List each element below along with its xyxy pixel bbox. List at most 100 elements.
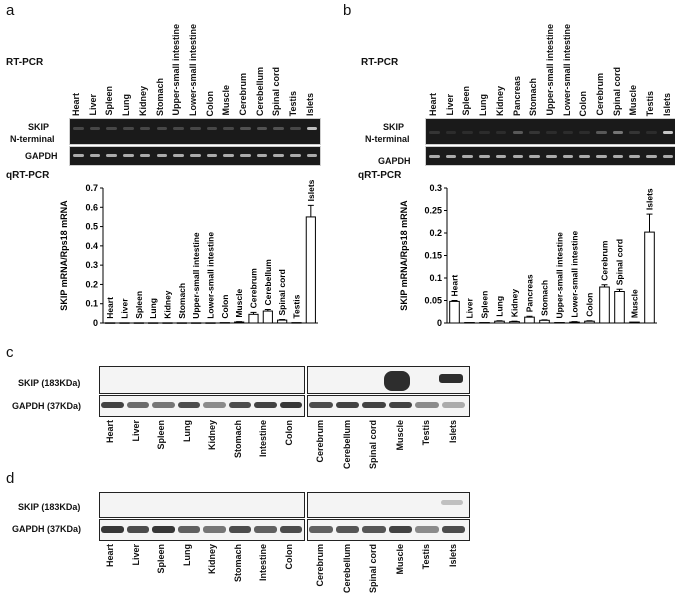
y-axis-label: SKIP mRNA/Rps18 mRNA bbox=[399, 200, 409, 311]
y-axis-label: SKIP mRNA/Rps18 mRNA bbox=[59, 200, 69, 311]
panel-c-blot-band bbox=[279, 402, 302, 408]
bar bbox=[584, 320, 595, 324]
panel-b-skip-gel-band bbox=[545, 131, 557, 134]
category-label: Testis bbox=[292, 294, 302, 318]
bar bbox=[291, 322, 302, 324]
panel-b-gapdh-gel-band bbox=[429, 155, 440, 158]
panel-c-lane-label: Lung bbox=[181, 420, 192, 442]
panel-a-lane-label: Heart bbox=[71, 92, 81, 116]
y-tick-label: 0 bbox=[437, 318, 442, 328]
y-tick-label: 0.7 bbox=[85, 183, 98, 193]
category-label: Kidney bbox=[163, 290, 173, 319]
bar bbox=[509, 321, 520, 324]
panel-a-gapdh-gel-band bbox=[156, 154, 168, 157]
bar bbox=[569, 321, 580, 324]
panel-b-gel-skip bbox=[425, 118, 675, 145]
panel-b-lane-label: Stomach bbox=[528, 77, 539, 116]
panel-a-skip-gel-band bbox=[290, 127, 301, 130]
panel-a-lane-label: Upper-small intestine bbox=[171, 24, 182, 116]
panel-a-gapdh-gel-band bbox=[256, 154, 268, 157]
bar bbox=[539, 319, 550, 324]
bar bbox=[262, 310, 273, 324]
panel-a-qrt-pcr-title: qRT-PCR bbox=[6, 170, 50, 181]
panel-b-lane-label: Upper-small intestine bbox=[544, 24, 555, 116]
panel-a-lane-label: Cerebellum bbox=[254, 66, 265, 116]
bar bbox=[644, 231, 655, 324]
panel-d-lane-label: Muscle bbox=[394, 544, 405, 575]
panel-a-skip-gel-band bbox=[273, 127, 285, 130]
panel-c-blot-band bbox=[388, 402, 412, 408]
panel-c-lane-label: Liver bbox=[130, 420, 141, 442]
panel-b-skip-gel-band bbox=[562, 131, 574, 134]
panel-d-lane-label: Lung bbox=[181, 544, 192, 566]
panel-d-lane-label: Liver bbox=[130, 544, 141, 566]
category-label: Heart bbox=[450, 275, 460, 297]
panel-b-lane-label: Spinal cord bbox=[611, 66, 622, 116]
category-label: Upper-small intestine bbox=[191, 232, 201, 319]
category-label: Cerebellum bbox=[263, 259, 273, 306]
panel-c-lane-label: Stomach bbox=[232, 420, 243, 459]
panel-d-islets-skip-band bbox=[441, 500, 463, 505]
panel-b-lane-label: Liver bbox=[444, 94, 455, 116]
panel-a-lane-label: Lung bbox=[121, 94, 132, 116]
panel-c-lane-label: Colon bbox=[283, 420, 294, 446]
panel-a-skip-gel-band bbox=[206, 127, 218, 130]
bar bbox=[464, 322, 475, 324]
panel-c-lane-label: Kidney bbox=[207, 420, 217, 451]
bar bbox=[305, 216, 316, 324]
panel-a-skip-gel-band bbox=[73, 127, 84, 130]
y-tick-label: 0.1 bbox=[85, 299, 98, 309]
panel-c-lane-label: Spinal cord bbox=[368, 420, 378, 470]
panel-a-gapdh-gel-band bbox=[306, 154, 318, 157]
bar bbox=[554, 322, 565, 324]
panel-a-skip-gel-band bbox=[306, 127, 318, 130]
panel-a-skip-gel-band bbox=[156, 127, 168, 130]
panel-d-lane-label: Cerebrum bbox=[315, 544, 325, 587]
panel-b-skip-gel-band bbox=[612, 131, 624, 134]
panel-a-gapdh-gel-band bbox=[273, 154, 285, 157]
panel-b-skip-gel-band bbox=[629, 131, 641, 134]
panel-d-lane-label: Spinal cord bbox=[368, 544, 378, 594]
panel-a-lane-label: Colon bbox=[204, 90, 215, 117]
category-label: Colon bbox=[585, 293, 595, 317]
panel-d-lane-label: Spleen bbox=[156, 544, 166, 574]
panel-a-skip-gel-band bbox=[123, 127, 134, 130]
bar bbox=[119, 322, 130, 324]
panel-d-lane-label: Islets bbox=[447, 544, 458, 568]
bar bbox=[219, 322, 230, 324]
category-label: Lower-small intestine bbox=[570, 230, 580, 317]
category-label: Spleen bbox=[480, 291, 490, 319]
panel-b-lane-label: Lower-small intestine bbox=[561, 23, 572, 116]
panel-b-skip-gel-band bbox=[495, 131, 507, 134]
panel-a-lane-label: Spinal cord bbox=[271, 66, 282, 116]
y-tick-label: 0.05 bbox=[424, 296, 442, 306]
panel-a-gapdh-gel-band bbox=[240, 154, 251, 157]
panel-b-gapdh-gel-band bbox=[596, 155, 607, 158]
panel-d-lane-label: Kidney bbox=[207, 544, 217, 575]
panel-d-lane-label: Testis bbox=[421, 544, 431, 570]
panel-a-skip-gel-band bbox=[89, 127, 101, 130]
panel-c-blot-band bbox=[101, 402, 124, 408]
panel-b-lane-label: Spleen bbox=[461, 86, 472, 116]
bar bbox=[248, 313, 259, 324]
panel-b-qrt-pcr-title: qRT-PCR bbox=[358, 170, 402, 181]
panel-b-gapdh-gel-band bbox=[445, 155, 457, 158]
panel-c-blot-band bbox=[152, 402, 175, 408]
panel-a-gapdh-gel-band bbox=[206, 154, 218, 157]
category-label: Liver bbox=[465, 298, 475, 319]
panel-b-letter: b bbox=[343, 2, 352, 19]
panel-b-skip-gel-band bbox=[646, 131, 657, 134]
panel-b-skip-gel-band bbox=[662, 131, 674, 134]
panel-c-row-skip: SKIP (183KDa) bbox=[18, 378, 81, 388]
category-label: Pancreas bbox=[525, 274, 535, 312]
panel-c-lane-label: Cerebellum bbox=[341, 420, 352, 470]
panel-b-gapdh-gel-band bbox=[629, 155, 641, 158]
bar bbox=[449, 300, 460, 324]
panel-a-lane-label: Testis bbox=[288, 90, 299, 116]
panel-a-rt-pcr-title: RT-PCR bbox=[6, 57, 44, 68]
panel-a-gel-skip bbox=[69, 118, 321, 145]
panel-c-blot-band bbox=[415, 402, 439, 408]
panel-b-skip-gel-band bbox=[429, 131, 440, 134]
panel-b-gapdh-gel-band bbox=[612, 155, 624, 158]
panel-b-skip-gel-band bbox=[529, 131, 540, 134]
